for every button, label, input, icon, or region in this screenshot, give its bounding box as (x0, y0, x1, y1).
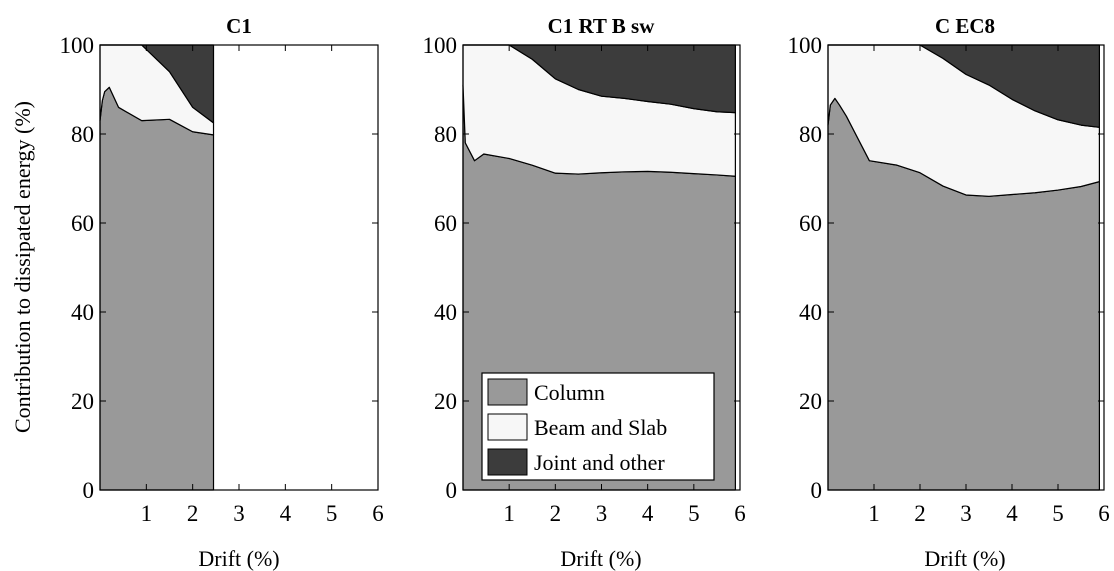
legend-label-column: Column (534, 380, 605, 405)
legend: Column Beam and Slab Joint and other (481, 372, 715, 481)
x-tick-label: 3 (233, 501, 245, 526)
y-tick-label: 100 (60, 33, 95, 58)
y-tick-label: 60 (799, 211, 822, 236)
x-tick-label: 5 (326, 501, 338, 526)
y-tick-label: 40 (71, 300, 94, 325)
legend-label-beam-slab: Beam and Slab (534, 415, 667, 440)
y-tick-label: 0 (811, 478, 823, 503)
y-tick-label: 40 (434, 300, 457, 325)
panel-2-title: C1 RT B sw (548, 14, 656, 38)
y-tick-label: 60 (71, 211, 94, 236)
x-tick-label: 4 (642, 501, 654, 526)
y-tick-label: 0 (446, 478, 458, 503)
y-tick-label: 60 (434, 211, 457, 236)
panel-3: 0 20 40 60 80 100 1 2 3 4 5 6 C EC8 Drift (%) (788, 14, 1110, 571)
x-tick-label: 2 (550, 501, 562, 526)
x-tick-label: 2 (187, 501, 199, 526)
x-tick-label: 4 (1006, 501, 1018, 526)
y-tick-label: 80 (434, 122, 457, 147)
y-tick-label: 80 (71, 122, 94, 147)
area-column-1 (99, 86, 215, 491)
y-tick-label: 80 (799, 122, 822, 147)
y-tick-label: 0 (83, 478, 95, 503)
y-tick-label: 40 (799, 300, 822, 325)
x-tick-label: 6 (1098, 501, 1110, 526)
x-tick-label: 4 (280, 501, 292, 526)
panel-2-xlabel: Drift (%) (560, 546, 641, 571)
y-tick-label: 100 (423, 33, 458, 58)
panel-1-title: C1 (226, 14, 252, 38)
legend-label-joint-other: Joint and other (534, 450, 665, 475)
y-tick-label: 20 (799, 389, 822, 414)
x-tick-label: 5 (688, 501, 700, 526)
x-tick-label: 1 (868, 501, 880, 526)
y-tick-label: 20 (434, 389, 457, 414)
legend-swatch-column (487, 378, 528, 406)
x-tick-label: 5 (1052, 501, 1064, 526)
x-tick-label: 1 (141, 501, 153, 526)
x-tick-label: 6 (734, 501, 746, 526)
panel-1-xlabel: Drift (%) (198, 546, 279, 571)
y-tick-label: 20 (71, 389, 94, 414)
x-tick-label: 2 (914, 501, 926, 526)
x-tick-label: 1 (503, 501, 515, 526)
legend-swatch-joint-other (487, 448, 528, 476)
panel-1: 0 20 40 60 80 100 1 2 3 4 5 6 C1 Drift (%) Contribu… (10, 14, 384, 571)
panel-3-xlabel: Drift (%) (924, 546, 1005, 571)
x-tick-label: 3 (596, 501, 608, 526)
x-tick-label: 3 (960, 501, 972, 526)
x-tick-label: 6 (372, 501, 384, 526)
legend-swatch-beam-slab (487, 413, 528, 441)
y-tick-label: 100 (788, 33, 823, 58)
panel-1-ylabel: Contribution to dissipated energy (%) (10, 101, 35, 433)
panel-3-title: C EC8 (935, 14, 995, 38)
